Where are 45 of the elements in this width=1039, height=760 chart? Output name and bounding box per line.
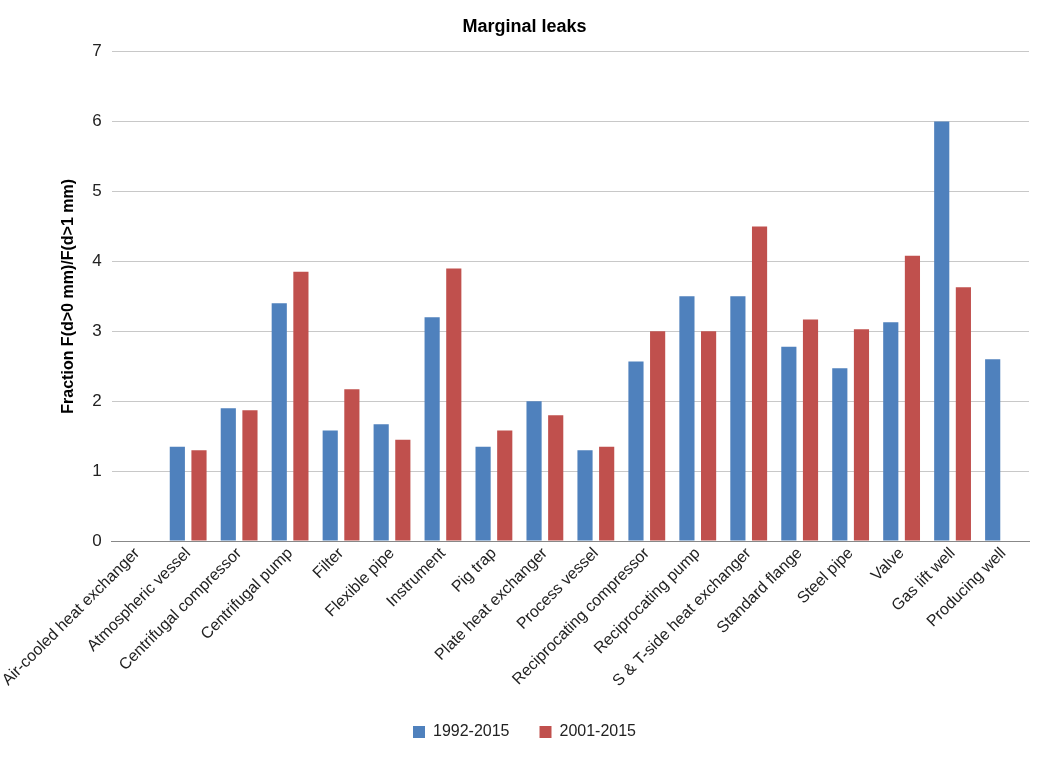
- bar: [169, 446, 185, 541]
- bar: [599, 446, 615, 541]
- bar: [446, 268, 462, 541]
- y-tick-label: 2: [92, 390, 102, 410]
- bar: [679, 296, 695, 541]
- bar: [220, 408, 236, 541]
- bar: [322, 430, 338, 541]
- y-tick-label: 7: [92, 41, 102, 61]
- y-tick-label: 3: [92, 321, 102, 340]
- bar: [475, 446, 491, 541]
- bar: [985, 359, 1001, 541]
- bar: [955, 287, 971, 541]
- bar: [802, 319, 819, 541]
- y-tick-label: 0: [92, 530, 102, 550]
- y-tick-label: 1: [92, 460, 102, 480]
- bar: [271, 303, 287, 541]
- bar: [730, 296, 746, 541]
- y-tick-label: 4: [92, 251, 102, 271]
- bar: [628, 361, 644, 541]
- bar: [853, 329, 870, 541]
- y-tick-label: 6: [92, 111, 102, 131]
- y-tick-label: 5: [92, 181, 102, 201]
- y-axis-title: Fraction F(d>0 mm)/F(d>1 mm): [59, 179, 77, 414]
- bar: [424, 317, 440, 541]
- bar: [751, 226, 768, 541]
- bar: [242, 410, 258, 541]
- legend-label: 1992-2015: [432, 722, 510, 740]
- bar: [548, 415, 564, 541]
- bar: [497, 430, 513, 541]
- bar: [373, 424, 389, 541]
- legend-label: 2001-2015: [559, 722, 637, 740]
- bar: [293, 271, 309, 541]
- bar: [781, 346, 797, 541]
- bar: [934, 121, 950, 541]
- bar: [883, 322, 899, 541]
- chart-title: Marginal leaks: [462, 15, 587, 36]
- bar: [344, 389, 360, 541]
- bar: [191, 450, 207, 541]
- bar: [832, 368, 848, 541]
- bar: [526, 401, 542, 541]
- bar: [577, 450, 593, 541]
- bar: [650, 331, 666, 541]
- bar: [904, 255, 921, 541]
- bar: [395, 439, 411, 541]
- bar: [701, 331, 717, 541]
